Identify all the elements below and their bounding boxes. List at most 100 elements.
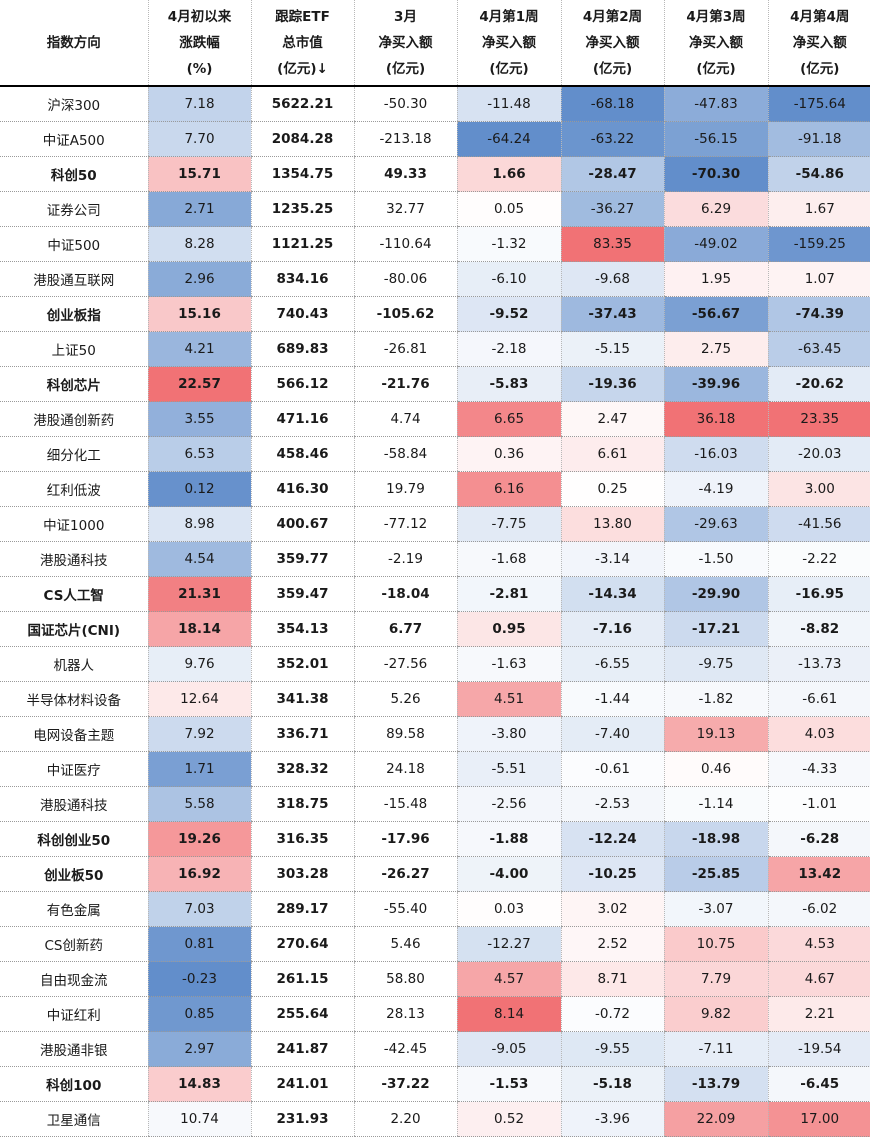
index-name-cell: 红利低波 xyxy=(0,471,148,507)
week2-flow-cell: -3.14 xyxy=(560,541,664,577)
header-line: 4月第1周 xyxy=(479,8,539,25)
ytd-change-cell: 19.26 xyxy=(147,821,251,857)
etf-market-cap-cell: 1121.25 xyxy=(250,226,354,262)
week2-flow-cell: -36.27 xyxy=(560,191,664,227)
week4-flow-cell: -6.45 xyxy=(767,1066,870,1102)
etf-market-cap-cell: 471.16 xyxy=(250,401,354,437)
march-flow-cell: -17.96 xyxy=(353,821,457,857)
table-row: 港股通科技 4.54 359.77 -2.19 -1.68 -3.14 -1.50 -2.22 xyxy=(0,541,870,577)
week1-flow-cell: -64.24 xyxy=(456,121,561,157)
week1-flow-cell: -5.51 xyxy=(456,751,561,787)
week3-flow-cell: 6.29 xyxy=(663,191,768,227)
week2-flow-cell: 2.52 xyxy=(560,926,664,962)
table-row: CS创新药 0.81 270.64 5.46 -12.27 2.52 10.75 4.53 xyxy=(0,926,870,962)
ytd-change-cell: 10.74 xyxy=(147,1101,251,1137)
week4-flow-cell: -6.02 xyxy=(767,891,870,927)
ytd-change-cell: 16.92 xyxy=(147,856,251,892)
table-body: 沪深300 7.18 5622.21 -50.30 -11.48 -68.18 -47.83… xyxy=(0,86,870,1137)
week2-flow-cell: -9.68 xyxy=(560,261,664,297)
week1-flow-cell: 0.03 xyxy=(456,891,561,927)
table-row: 半导体材料设备 12.64 341.38 5.26 4.51 -1.44 -1.82 -6.6… xyxy=(0,681,870,717)
week3-flow-cell: -1.14 xyxy=(663,786,768,822)
index-name-cell: 中证A500 xyxy=(0,121,148,157)
week3-flow-cell: -9.75 xyxy=(663,646,768,682)
week4-flow-cell: -63.45 xyxy=(767,331,870,367)
week4-flow-cell: -2.22 xyxy=(767,541,870,577)
week4-flow-cell: -6.61 xyxy=(767,681,870,717)
week3-flow-cell: 0.46 xyxy=(663,751,768,787)
week2-flow-cell: -5.15 xyxy=(560,331,664,367)
ytd-change-cell: 12.64 xyxy=(147,681,251,717)
etf-market-cap-cell: 270.64 xyxy=(250,926,354,962)
week1-flow-cell: 0.52 xyxy=(456,1101,561,1137)
ytd-change-cell: 7.18 xyxy=(147,86,251,122)
ytd-change-cell: 0.81 xyxy=(147,926,251,962)
table-row: 国证芯片(CNI) 18.14 354.13 6.77 0.95 -7.16 -17.21-… xyxy=(0,611,870,647)
week3-flow-cell: 10.75 xyxy=(663,926,768,962)
header-line: 4月第2周 xyxy=(582,8,643,25)
ytd-change-cell: 1.71 xyxy=(147,751,251,787)
index-name-cell: 卫星通信 xyxy=(0,1101,148,1137)
table-row: 机器人 9.76 352.01 -27.56 -1.63 -6.55 -9.75 -13.73 xyxy=(0,646,870,682)
ytd-change-cell: 22.57 xyxy=(147,366,251,402)
week1-flow-cell: -1.53 xyxy=(456,1066,561,1102)
index-name-cell: 中证1000 xyxy=(0,506,148,542)
table-row: 港股通创新药 3.55 471.16 4.74 6.65 2.47 36.18 23.35 xyxy=(0,401,870,437)
march-flow-cell: 58.80 xyxy=(353,961,457,997)
march-flow-cell: 19.79 xyxy=(353,471,457,507)
table-row: 电网设备主题 7.92 336.71 89.58 -3.80 -7.40 19.13 4.03 xyxy=(0,716,870,752)
ytd-change-cell: 15.71 xyxy=(147,156,251,192)
week2-flow-cell: -68.18 xyxy=(560,86,664,122)
header-line: 3月 xyxy=(394,8,417,25)
week3-flow-cell: 9.82 xyxy=(663,996,768,1032)
march-flow-cell: 5.26 xyxy=(353,681,457,717)
header-line: 净买入额 xyxy=(378,34,433,51)
ytd-change-header: 4月初以来 涨跌幅 (%) xyxy=(147,0,251,87)
table-row: 沪深300 7.18 5622.21 -50.30 -11.48 -68.18 -47.83… xyxy=(0,86,870,122)
week4-flow-cell: 3.00 xyxy=(767,471,870,507)
week1-flow-cell: 4.57 xyxy=(456,961,561,997)
header-line: 跟踪ETF xyxy=(275,8,330,25)
table-row: 卫星通信 10.74 231.93 2.20 0.52 -3.96 22.09 17.00 xyxy=(0,1101,870,1137)
etf-market-cap-cell: 400.67 xyxy=(250,506,354,542)
week4-flow-cell: 17.00 xyxy=(767,1101,870,1137)
week4-flow-cell: 23.35 xyxy=(767,401,870,437)
header-line: 4月第4周 xyxy=(790,8,850,25)
march-flow-cell: 32.77 xyxy=(353,191,457,227)
etf-market-cap-cell: 303.28 xyxy=(250,856,354,892)
table-row: 中证红利 0.85 255.64 28.13 8.14 -0.72 9.82 2.21 xyxy=(0,996,870,1032)
week2-flow-cell: 0.25 xyxy=(560,471,664,507)
march-flow-cell: 28.13 xyxy=(353,996,457,1032)
etf-market-cap-cell: 458.46 xyxy=(250,436,354,472)
march-flow-cell: 24.18 xyxy=(353,751,457,787)
etf-market-cap-cell: 416.30 xyxy=(250,471,354,507)
header-line: 净买入额 xyxy=(792,34,847,51)
ytd-change-cell: 2.71 xyxy=(147,191,251,227)
index-name-cell: 港股通科技 xyxy=(0,786,148,822)
week4-flow-cell: -74.39 xyxy=(767,296,870,332)
header-line: (亿元) xyxy=(385,60,426,77)
march-flow-cell: -80.06 xyxy=(353,261,457,297)
march-flow-cell: -110.64 xyxy=(353,226,457,262)
week3-flow-cell: -1.82 xyxy=(663,681,768,717)
etf-market-cap-cell: 341.38 xyxy=(250,681,354,717)
index-name-cell: 创业板50 xyxy=(0,856,148,892)
week1-flow-cell: 6.16 xyxy=(456,471,561,507)
week2-flow-cell: -37.43 xyxy=(560,296,664,332)
index-name-cell: 港股通互联网 xyxy=(0,261,148,297)
etf-market-cap-cell: 354.13 xyxy=(250,611,354,647)
etf-market-cap-cell: 359.47 xyxy=(250,576,354,612)
week2-flow-cell: 8.71 xyxy=(560,961,664,997)
etf-market-cap-cell: 2084.28 xyxy=(250,121,354,157)
week3-flow-cell: 22.09 xyxy=(663,1101,768,1137)
etf-market-cap-cell: 255.64 xyxy=(250,996,354,1032)
index-name-cell: 沪深300 xyxy=(0,86,148,122)
week3-flow-cell: -39.96 xyxy=(663,366,768,402)
table-row: 中证1000 8.98 400.67 -77.12 -7.75 13.80 -29.63 -4… xyxy=(0,506,870,542)
week1-flow-cell: -11.48 xyxy=(456,86,561,122)
index-name-cell: 上证50 xyxy=(0,331,148,367)
week3-flow-cell: 1.95 xyxy=(663,261,768,297)
week2-flow-cell: -19.36 xyxy=(560,366,664,402)
header-line: (亿元) xyxy=(800,60,840,77)
